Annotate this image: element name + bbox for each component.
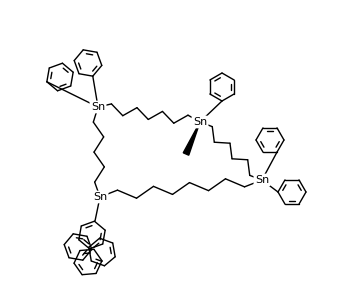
Text: Sn: Sn [93, 192, 107, 202]
Text: Sn: Sn [193, 117, 207, 127]
Text: Sn: Sn [255, 175, 269, 185]
Polygon shape [183, 122, 200, 155]
Text: Sn: Sn [91, 102, 105, 112]
